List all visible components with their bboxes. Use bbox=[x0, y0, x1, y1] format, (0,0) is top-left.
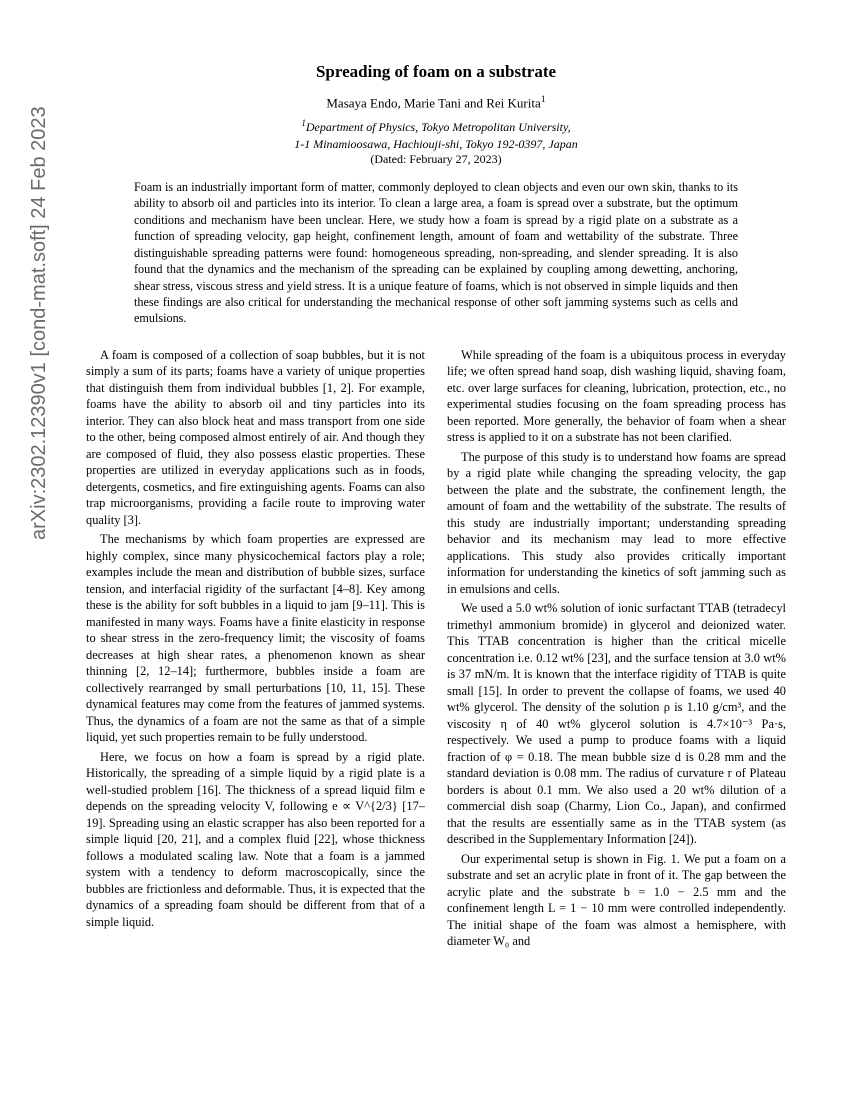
author-sup: 1 bbox=[541, 94, 546, 105]
column-right: While spreading of the foam is a ubiquit… bbox=[447, 347, 786, 953]
body-paragraph: Our experimental setup is shown in Fig. … bbox=[447, 851, 786, 950]
paper-title: Spreading of foam on a substrate bbox=[86, 62, 786, 82]
authors: Masaya Endo, Marie Tani and Rei Kurita1 bbox=[86, 94, 786, 111]
author-names: Masaya Endo, Marie Tani and Rei Kurita bbox=[326, 95, 540, 110]
affiliation: 1Department of Physics, Tokyo Metropolit… bbox=[86, 117, 786, 151]
body-paragraph: The mechanisms by which foam properties … bbox=[86, 531, 425, 746]
body-paragraph: The purpose of this study is to understa… bbox=[447, 449, 786, 598]
page-content: Spreading of foam on a substrate Masaya … bbox=[86, 62, 786, 953]
affil-line2: 1-1 Minamioosawa, Hachiouji-shi, Tokyo 1… bbox=[294, 137, 578, 151]
date-line: (Dated: February 27, 2023) bbox=[86, 152, 786, 167]
affil-line1: Department of Physics, Tokyo Metropolita… bbox=[306, 120, 571, 134]
arxiv-stamp: arXiv:2302.12390v1 [cond-mat.soft] 24 Fe… bbox=[28, 106, 51, 540]
body-paragraph: A foam is composed of a collection of so… bbox=[86, 347, 425, 529]
body-columns: A foam is composed of a collection of so… bbox=[86, 347, 786, 953]
body-paragraph: While spreading of the foam is a ubiquit… bbox=[447, 347, 786, 446]
body-paragraph: Here, we focus on how a foam is spread b… bbox=[86, 749, 425, 931]
column-left: A foam is composed of a collection of so… bbox=[86, 347, 425, 953]
body-paragraph: We used a 5.0 wt% solution of ionic surf… bbox=[447, 600, 786, 848]
abstract: Foam is an industrially important form o… bbox=[134, 179, 738, 327]
